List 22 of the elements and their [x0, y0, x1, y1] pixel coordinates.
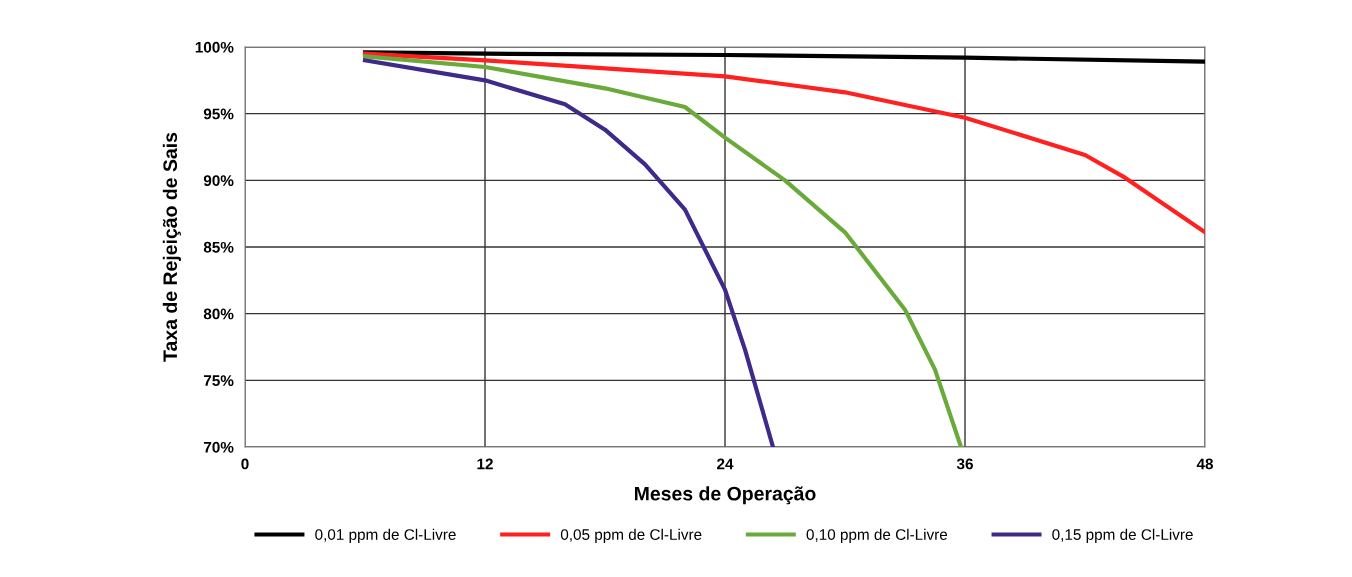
- y-tick-label: 100%: [195, 41, 234, 53]
- x-axis-title: Meses de Operação: [634, 486, 816, 505]
- y-tick-label: 80%: [203, 308, 234, 320]
- y-axis-title: Taxa de Rejeição de Sais: [162, 132, 181, 362]
- legend-label: 0,10 ppm de Cl-Livre: [806, 528, 948, 543]
- y-tick-label: 70%: [203, 441, 234, 453]
- y-tick-label: 90%: [203, 175, 234, 187]
- legend-label: 0,01 ppm de Cl-Livre: [315, 528, 456, 543]
- x-tick-label: 48: [1196, 458, 1214, 470]
- line-series: [362, 54, 964, 447]
- x-tick-label: 24: [717, 458, 734, 470]
- line-series: [362, 50, 1205, 64]
- line-series: [362, 58, 776, 447]
- y-tick-label: 85%: [203, 241, 234, 253]
- line-series: [362, 51, 1205, 235]
- y-tick-label: 75%: [203, 375, 234, 387]
- legend-label: 0,15 ppm de Cl-Livre: [1052, 528, 1193, 543]
- y-tick-label: 95%: [203, 108, 234, 120]
- x-tick-label: 12: [477, 458, 493, 470]
- x-tick-label: 0: [241, 458, 249, 470]
- x-tick-label: 36: [956, 458, 973, 470]
- legend-label: 0,05 ppm de Cl-Livre: [560, 528, 702, 543]
